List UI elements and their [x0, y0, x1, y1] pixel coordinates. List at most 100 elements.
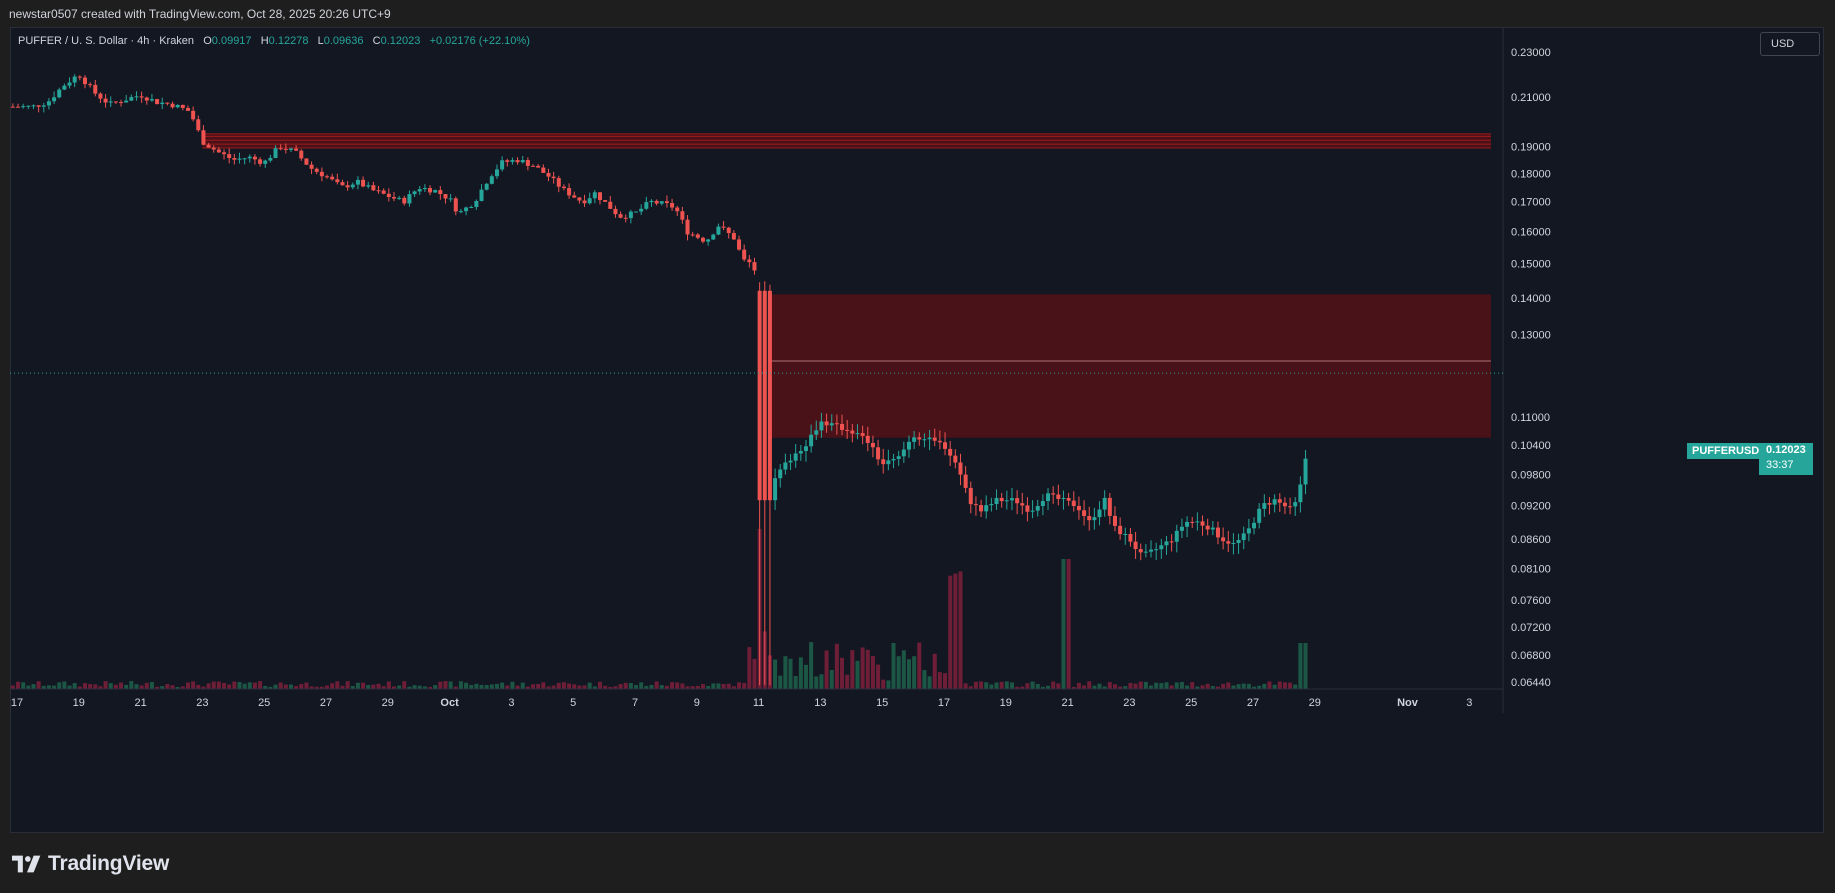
volume-bar — [26, 685, 31, 689]
candle-body — [52, 97, 57, 102]
candle-body — [77, 76, 82, 78]
volume-bar — [1128, 682, 1133, 689]
volume-bar — [597, 681, 602, 689]
volume-bar — [1112, 684, 1117, 689]
low-value: 0.09636 — [323, 35, 364, 47]
candle-body — [592, 192, 597, 199]
candle-body — [26, 105, 31, 107]
price-tick-label: 0.14000 — [1511, 293, 1551, 305]
volume-bar — [1215, 686, 1220, 689]
time-tick-label: 21 — [134, 697, 146, 709]
candle-body — [912, 437, 917, 442]
candle-body — [103, 98, 108, 103]
top-bar: newstar0507 created with TradingView.com… — [0, 0, 1835, 27]
close-key: C — [372, 35, 381, 47]
volume-bar — [927, 676, 932, 689]
price-tick-label: 0.09800 — [1511, 469, 1551, 481]
candle-body — [711, 234, 716, 240]
last-price-value: 0.12023 — [1766, 444, 1806, 456]
volume-bar — [371, 684, 376, 689]
candle-body — [695, 234, 700, 238]
volume-bar — [659, 685, 664, 689]
volume-bar — [1293, 684, 1298, 689]
candle-body — [62, 85, 67, 90]
volume-bar — [67, 685, 72, 689]
brand-name: TradingView — [48, 852, 170, 875]
volume-bar — [376, 683, 381, 689]
time-tick-label: Nov — [1397, 697, 1419, 709]
volume-bar — [1262, 683, 1267, 689]
price-tick-label: 0.07600 — [1511, 595, 1551, 607]
volume-bar — [834, 643, 839, 689]
candle-body — [809, 434, 814, 447]
candle-body — [783, 462, 788, 470]
candle-body — [1056, 494, 1061, 499]
volume-bar — [896, 656, 901, 689]
candle-body — [531, 165, 536, 167]
candle-body — [1133, 541, 1138, 550]
volume-bar — [1102, 686, 1107, 689]
candle-body — [747, 259, 752, 263]
candle-body — [1282, 502, 1287, 507]
price-tick-label: 0.21000 — [1511, 92, 1551, 104]
candle-body — [10, 106, 15, 108]
volume-bar — [850, 650, 855, 689]
candle-body — [860, 433, 865, 436]
volume-bars — [10, 529, 1308, 689]
candle-body — [222, 152, 227, 155]
time-tick-label: 29 — [1309, 697, 1321, 709]
volume-bar — [103, 681, 108, 689]
price-chart[interactable]: 0.23000 0.21000 0.19000 0.18000 0.17000 0.160… — [10, 27, 1824, 833]
candle-body — [1138, 549, 1143, 553]
volume-bar — [227, 684, 232, 689]
candle-body — [706, 239, 711, 242]
volume-bar — [886, 680, 891, 689]
candle-body — [443, 194, 448, 199]
volume-bar — [252, 682, 257, 689]
open-key: O — [203, 35, 212, 47]
volume-bar — [634, 685, 639, 689]
brand-footer[interactable]: TradingView — [12, 850, 169, 878]
candle-body — [520, 160, 525, 163]
candle-body — [963, 474, 968, 488]
volume-bar — [778, 675, 783, 689]
change-value: +0.02176 (+22.10%) — [429, 35, 530, 47]
candle-body — [330, 176, 335, 180]
candle-body — [1143, 551, 1148, 553]
volume-bar — [82, 683, 87, 689]
volume-bar — [824, 650, 829, 689]
volume-bar — [1185, 685, 1190, 689]
volume-bar — [314, 686, 319, 689]
candle-body — [1185, 521, 1190, 527]
candle-body — [1097, 509, 1102, 518]
volume-bar — [325, 685, 330, 689]
candle-body — [448, 198, 453, 200]
volume-bar — [675, 682, 680, 689]
candle-body — [1040, 501, 1045, 507]
candle-body — [798, 451, 803, 454]
volume-bar — [510, 681, 515, 689]
volume-bar — [340, 685, 345, 689]
candle-body — [1030, 510, 1035, 512]
volume-bar — [1252, 686, 1257, 689]
volume-bar — [1241, 683, 1246, 689]
volume-bar — [180, 686, 185, 689]
author-credit: newstar0507 created with TradingView.com… — [9, 7, 391, 21]
candle-body — [567, 188, 572, 196]
candle-body — [979, 505, 984, 512]
volume-bar — [1092, 685, 1097, 689]
time-tick-label: 23 — [1123, 697, 1135, 709]
candle-body — [273, 148, 278, 159]
candle-body — [1298, 484, 1303, 503]
volume-bar — [500, 682, 505, 689]
currency-button[interactable]: USD — [1760, 32, 1820, 56]
volume-bar — [433, 685, 438, 689]
candle-body — [510, 160, 515, 162]
volume-bar — [561, 682, 566, 689]
symbol-title: PUFFER / U. S. Dollar · 4h · Kraken — [18, 35, 195, 47]
candle-body — [752, 262, 757, 271]
candle-body — [1246, 528, 1251, 534]
candle-body — [1262, 503, 1267, 509]
candle-body — [639, 208, 644, 212]
volume-bar — [1107, 682, 1112, 689]
